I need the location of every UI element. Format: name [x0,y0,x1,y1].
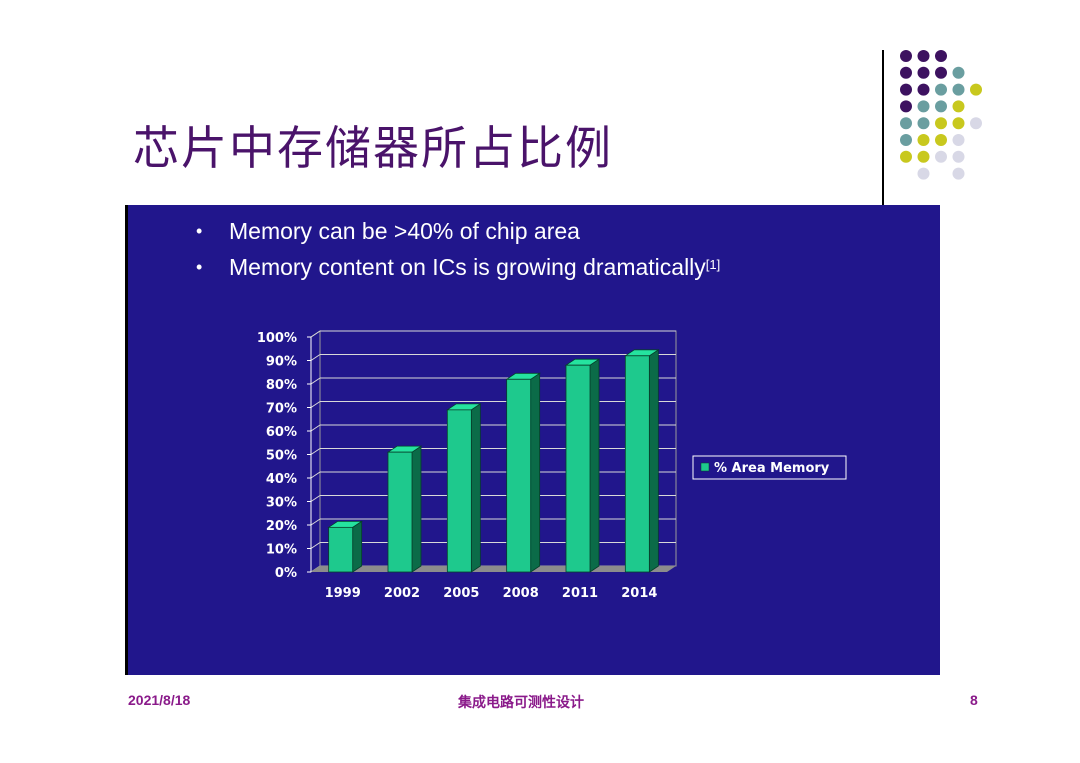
bar [565,364,591,573]
legend-swatch [700,462,710,472]
bullet-text: Memory can be >40% of chip area [229,218,580,244]
x-tick-label: 2011 [562,586,598,601]
y-tick-label: 10% [266,543,297,558]
y-tick-label: 80% [266,378,297,393]
bar-side [411,445,422,573]
bar [446,409,472,573]
chart-back-wall [310,330,677,573]
y-tick-label: 0% [275,566,297,581]
slide-title: 芯片中存储器所占比例 [133,121,613,175]
bar [328,526,354,573]
chart-floor [311,566,676,572]
bar-side [589,358,600,573]
legend-box [692,455,847,480]
y-tick-label: 20% [266,519,297,534]
y-tick-label: 30% [266,496,297,511]
bar-side [470,403,481,573]
bar-side [648,349,659,573]
x-tick-label: 2005 [443,586,479,601]
title-divider [882,50,884,205]
bullet-dot: • [196,257,203,277]
citation-marker: [1] [705,257,721,272]
x-tick-label: 2014 [621,586,657,601]
y-tick-label: 70% [266,402,297,417]
legend-label: % Area Memory [714,461,830,476]
footer-date: 2021/8/18 [128,692,191,708]
bar [624,355,650,573]
gridline-side [310,330,321,338]
bullet-text: Memory content on ICs is growing dramati… [229,254,706,280]
gridline-side [310,377,321,385]
x-tick-label: 1999 [325,586,361,601]
bar [506,378,532,573]
gridline-side [310,518,321,526]
gridline-side [310,401,321,408]
gridline-side [310,495,321,502]
gridline-side [310,471,321,479]
gridline-side [310,448,321,455]
bullet-item: • Memory can be >40% of chip area [196,216,720,252]
chart-legend: % Area Memory [692,455,847,480]
y-tick-label: 100% [257,331,297,346]
bar-side [530,372,541,573]
bullet-dot: • [196,221,203,241]
y-tick-label: 90% [266,355,297,370]
footer-course-title: 集成电路可测性设计 [458,694,584,710]
gridline-side [310,354,321,361]
gridline-side [310,424,321,432]
x-tick-label: 2002 [384,586,420,601]
y-tick-label: 60% [266,425,297,440]
x-tick-label: 2008 [503,586,539,601]
y-tick-label: 40% [266,472,297,487]
bar-side [352,520,363,573]
footer-page-number: 8 [970,692,978,708]
bullet-item: • Memory content on ICs is growing dramat… [196,252,720,288]
bullet-list: • Memory can be >40% of chip area • Memory… [196,216,720,288]
bar [387,451,413,573]
y-tick-label: 50% [266,449,297,464]
gridline-side [310,542,321,549]
